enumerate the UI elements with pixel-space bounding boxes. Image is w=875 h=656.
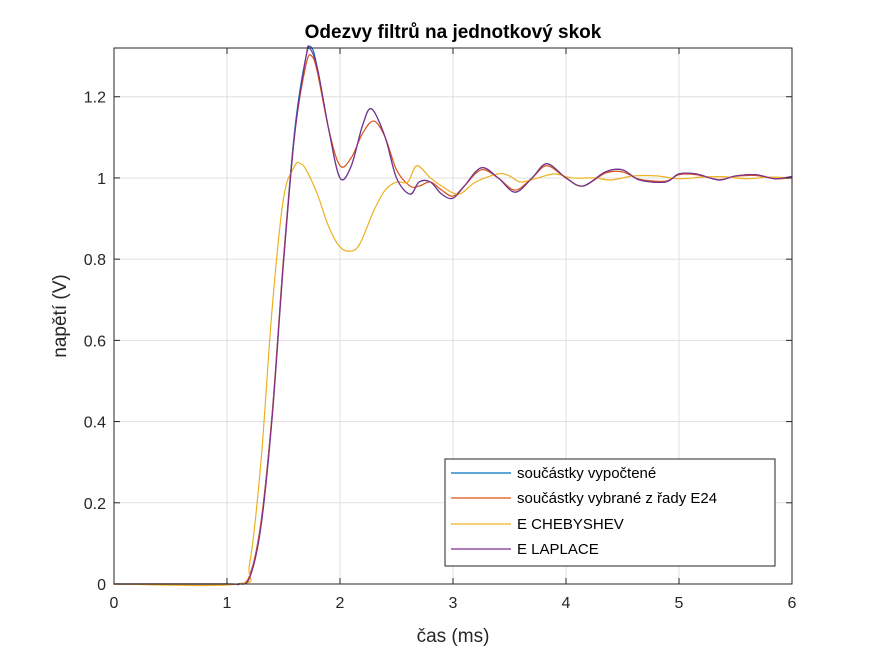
- legend-box: [444, 458, 776, 567]
- y-tick-label: 1: [97, 171, 106, 188]
- series-line-2: [113, 161, 793, 587]
- legend-item-e-chebyshev: E CHEBYSHEV: [451, 516, 624, 533]
- x-tick-label: 2: [336, 595, 345, 612]
- legend-item-e-laplace: E LAPLACE: [451, 541, 599, 558]
- axis-ticks: 0 1 2 3 4 5 6 0 0.2 0.4 0.6 0.8 1 1.2: [84, 48, 797, 612]
- x-tick-label: 4: [562, 595, 571, 612]
- y-tick-label: 0.2: [84, 496, 106, 513]
- series-line-3: [113, 45, 793, 586]
- y-tick-label: 0.6: [84, 333, 106, 350]
- y-tick-label: 0.4: [84, 415, 106, 432]
- x-tick-label: 3: [449, 595, 458, 612]
- legend-label-soucastky-vypoctene: součástky vypočtené: [517, 465, 656, 482]
- legend: součástky vypočtené součástky vybrané z …: [444, 458, 776, 567]
- x-axis-label: čas (ms): [417, 626, 490, 647]
- x-tick-label: 1: [223, 595, 232, 612]
- legend-item-soucastky-e24: součástky vybrané z řady E24: [451, 490, 717, 507]
- legend-label-soucastky-e24: součástky vybrané z řady E24: [517, 490, 717, 507]
- chart-title: Odezvy filtrů na jednotkový skok: [305, 22, 602, 43]
- series-layer: [113, 45, 793, 587]
- y-axis-label: napětí (V): [50, 274, 71, 357]
- y-tick-label: 1.2: [84, 90, 106, 107]
- legend-label-e-chebyshev: E CHEBYSHEV: [517, 516, 624, 533]
- x-tick-label: 5: [675, 595, 684, 612]
- legend-item-soucastky-vypoctene: součástky vypočtené: [451, 465, 656, 482]
- y-tick-label: 0.8: [84, 252, 106, 269]
- legend-label-e-laplace: E LAPLACE: [517, 541, 599, 558]
- x-tick-label: 6: [788, 595, 797, 612]
- y-tick-label: 0: [97, 577, 106, 594]
- x-tick-label: 0: [110, 595, 119, 612]
